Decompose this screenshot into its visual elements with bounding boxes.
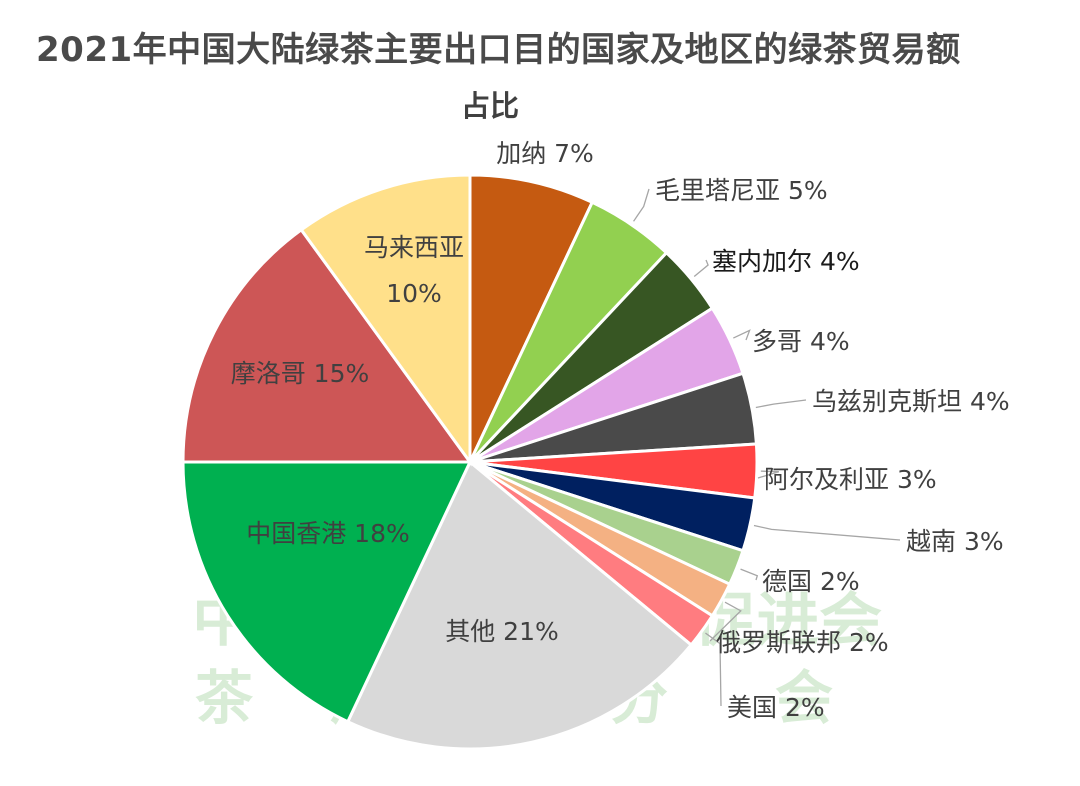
slice-label-9: 俄罗斯联邦 2% <box>716 628 889 657</box>
pie-slice-1 <box>468 173 595 463</box>
slice-labels: 加纳 7% 毛里塔尼亚 5% 塞内加尔 4% 多哥 4% 乌兹别克斯坦 4% 阿尔及利亚 … <box>231 139 1010 722</box>
slice-label-12: 中国香港 18% <box>246 519 410 548</box>
slice-label-8: 德国 2% <box>762 567 860 596</box>
slice-label-5: 乌兹别克斯坦 4% <box>812 387 1010 416</box>
slice-label-14: 马来西亚 10% <box>364 233 464 308</box>
leader-lines <box>633 188 901 707</box>
slice-label-7: 越南 3% <box>906 527 1004 556</box>
slice-label-4: 多哥 4% <box>752 327 850 356</box>
leader-line-6 <box>757 470 780 479</box>
slice-label-3: 塞内加尔 4% <box>712 247 860 276</box>
watermark-char-5: 会 <box>775 664 833 732</box>
pie-slice-14 <box>299 173 472 467</box>
watermark-char-1: 茶 <box>195 664 254 732</box>
slice-label-1: 加纳 7% <box>496 139 594 168</box>
leader-line-4 <box>733 329 751 341</box>
leader-line-2 <box>633 188 650 222</box>
pie-slices <box>181 173 759 751</box>
chart-title: 2021年中国大陆绿茶主要出口目的国家及地区的绿茶贸易额 <box>36 30 961 70</box>
leader-line-3 <box>693 259 709 278</box>
chart-subtitle: 占比 <box>461 89 519 123</box>
slice-label-10: 美国 2% <box>727 693 825 722</box>
leader-line-5 <box>755 399 807 409</box>
slice-label-2: 毛里塔尼亚 5% <box>655 176 828 205</box>
pie-slice-12 <box>181 460 473 724</box>
slice-label-13: 摩洛哥 15% <box>231 359 370 388</box>
leader-line-7 <box>753 524 901 541</box>
pie-slice-13 <box>181 227 473 464</box>
leader-line-9 <box>709 601 742 642</box>
pie-slice-11 <box>345 459 694 751</box>
slice-label-11: 其他 21% <box>445 617 559 646</box>
leader-line-8 <box>740 568 759 581</box>
leader-line-10 <box>705 632 722 707</box>
slice-label-6: 阿尔及利亚 3% <box>764 465 937 494</box>
